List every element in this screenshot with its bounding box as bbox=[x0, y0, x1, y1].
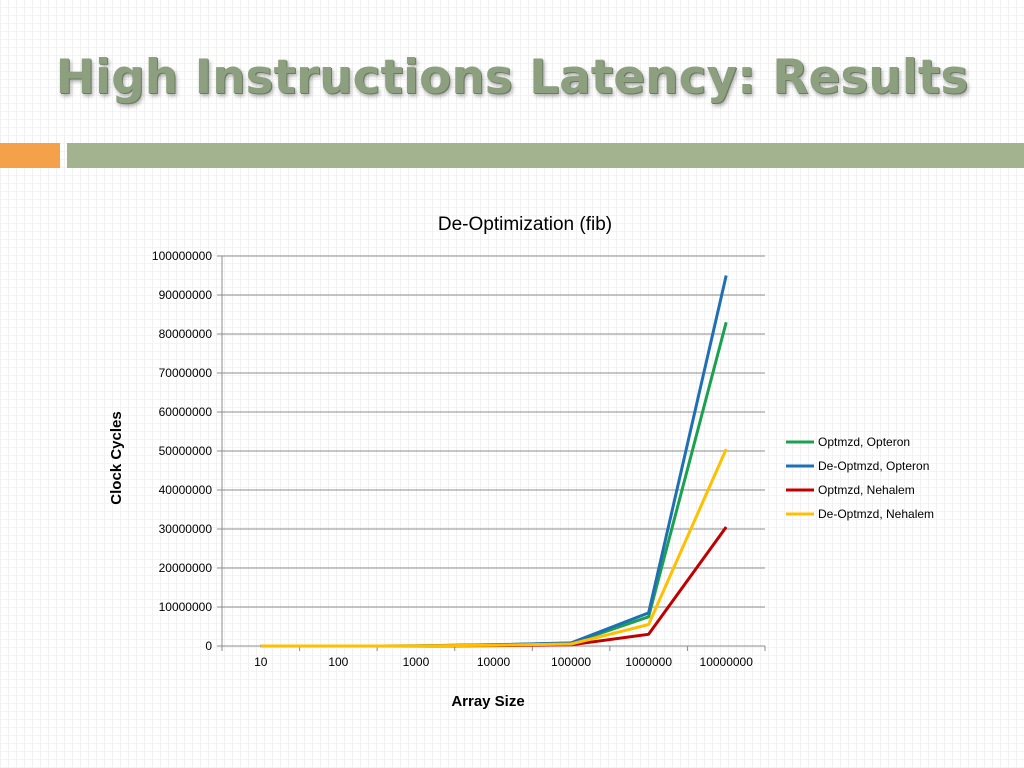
y-tick-label: 10000000 bbox=[159, 600, 213, 614]
x-tick-label: 10000000 bbox=[700, 655, 754, 669]
legend-label: Optmzd, Opteron bbox=[818, 435, 910, 449]
x-tick-label: 10 bbox=[254, 655, 268, 669]
y-tick-label: 40000000 bbox=[159, 483, 213, 497]
y-tick-label: 80000000 bbox=[159, 327, 213, 341]
x-axis-title: Array Size bbox=[451, 693, 524, 710]
legend-label: De-Optmzd, Opteron bbox=[818, 459, 929, 473]
x-tick-label: 100000 bbox=[551, 655, 591, 669]
y-axis-title: Clock Cycles bbox=[108, 411, 125, 504]
y-tick-label: 50000000 bbox=[159, 444, 213, 458]
orange-accent-bar bbox=[0, 143, 60, 168]
gridlines bbox=[221, 255, 765, 647]
y-tick-label: 100000000 bbox=[152, 249, 212, 263]
x-tick-label: 1000000 bbox=[625, 655, 672, 669]
green-accent-bar bbox=[67, 143, 1024, 168]
y-tick-label: 60000000 bbox=[159, 405, 213, 419]
x-axis-ticks: 10 100 1000 10000 100000 1000000 10000000 bbox=[221, 646, 766, 669]
x-tick-label: 1000 bbox=[403, 655, 430, 669]
legend-label: Optmzd, Nehalem bbox=[818, 483, 915, 497]
y-tick-label: 90000000 bbox=[159, 288, 213, 302]
series-line bbox=[260, 321, 728, 648]
legend: Optmzd, Opteron De-Optmzd, Opteron Optmzd,… bbox=[786, 435, 934, 521]
legend-label: De-Optmzd, Nehalem bbox=[818, 507, 934, 521]
series-line bbox=[260, 448, 728, 648]
slide-title: High Instructions Latency: Results bbox=[55, 50, 969, 105]
y-axis-ticks: 0 10000000 20000000 30000000 40000000 5000000… bbox=[152, 249, 222, 653]
y-tick-label: 30000000 bbox=[159, 522, 213, 536]
x-tick-label: 100 bbox=[328, 655, 348, 669]
y-tick-label: 20000000 bbox=[159, 561, 213, 575]
chart-title: De-Optimization (fib) bbox=[438, 214, 612, 235]
x-tick-label: 10000 bbox=[477, 655, 511, 669]
series-lines bbox=[260, 275, 728, 648]
y-tick-label: 70000000 bbox=[159, 366, 213, 380]
y-tick-label: 0 bbox=[205, 639, 212, 653]
